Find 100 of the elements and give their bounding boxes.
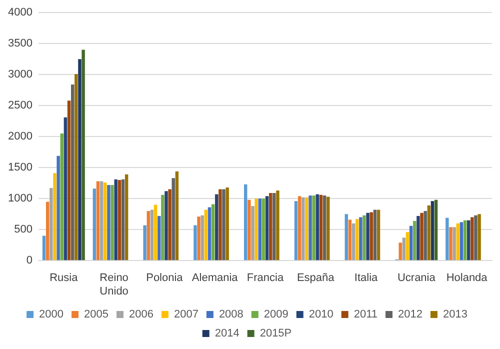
bar bbox=[226, 187, 229, 260]
legend-label: 2014 bbox=[214, 328, 240, 340]
bar bbox=[449, 227, 452, 260]
bar bbox=[258, 198, 262, 260]
bar bbox=[348, 220, 352, 260]
bar bbox=[200, 215, 204, 260]
bar bbox=[413, 220, 416, 260]
bar bbox=[248, 200, 251, 260]
legend-label: 2006 bbox=[128, 308, 154, 321]
bar bbox=[60, 134, 64, 260]
bar bbox=[67, 100, 71, 260]
bar bbox=[430, 201, 434, 260]
x-tick-label: Holanda bbox=[446, 272, 488, 284]
legend-label: 2013 bbox=[442, 308, 468, 321]
bar bbox=[452, 227, 456, 260]
bar bbox=[161, 194, 164, 260]
bar bbox=[262, 198, 266, 260]
bar bbox=[194, 225, 197, 260]
bar bbox=[74, 74, 78, 260]
bar bbox=[208, 207, 212, 260]
bar bbox=[326, 196, 330, 260]
bar bbox=[92, 188, 96, 260]
bar bbox=[204, 210, 208, 260]
bar bbox=[316, 194, 320, 260]
bar bbox=[298, 196, 302, 260]
x-tick-label: Francia bbox=[246, 272, 284, 284]
legend-label: 2012 bbox=[398, 308, 422, 321]
bar bbox=[100, 181, 104, 260]
bar bbox=[114, 179, 118, 260]
bar bbox=[420, 212, 424, 260]
bar bbox=[254, 198, 258, 260]
bar bbox=[46, 202, 50, 260]
bar bbox=[211, 204, 215, 260]
legend-label: 2000 bbox=[39, 308, 64, 321]
bar bbox=[302, 197, 305, 260]
y-tick-label: 500 bbox=[14, 224, 32, 236]
bar bbox=[376, 210, 380, 260]
bar bbox=[146, 211, 150, 260]
legend-label: 2007 bbox=[174, 308, 198, 321]
bar bbox=[143, 225, 146, 260]
bar bbox=[50, 188, 53, 260]
bar bbox=[154, 204, 158, 260]
bar bbox=[110, 184, 114, 260]
bar bbox=[197, 216, 200, 260]
bar bbox=[168, 189, 172, 260]
bar bbox=[107, 184, 110, 260]
bar bbox=[352, 223, 356, 260]
x-tick-label: Rusia bbox=[50, 272, 79, 284]
bar bbox=[124, 174, 128, 260]
bar bbox=[70, 84, 74, 260]
bar bbox=[96, 181, 100, 260]
bar bbox=[172, 178, 175, 260]
bar bbox=[474, 215, 478, 260]
y-tick-label: 2500 bbox=[8, 100, 32, 112]
bar bbox=[362, 215, 366, 260]
bar bbox=[53, 173, 56, 260]
bar bbox=[427, 205, 431, 260]
bar bbox=[344, 214, 348, 260]
y-tick-label: 1000 bbox=[8, 192, 32, 205]
bar bbox=[104, 182, 107, 260]
legend-label: 2005 bbox=[84, 308, 109, 321]
y-tick-label: 3500 bbox=[8, 38, 32, 50]
legend-label: 2010 bbox=[308, 308, 334, 321]
y-tick-label: 1500 bbox=[8, 162, 32, 174]
bar bbox=[272, 193, 276, 260]
bar bbox=[265, 196, 269, 260]
bar bbox=[359, 217, 362, 260]
x-tick-label: Italia bbox=[354, 272, 379, 284]
y-tick-label: 0 bbox=[26, 254, 32, 267]
bar bbox=[82, 50, 85, 260]
x-tick-label: Ucrania bbox=[397, 272, 436, 284]
bar bbox=[268, 193, 272, 260]
bar bbox=[305, 197, 308, 260]
bar bbox=[370, 212, 373, 260]
y-tick-label: 3000 bbox=[8, 68, 32, 81]
bar bbox=[78, 59, 82, 260]
bar bbox=[322, 196, 326, 260]
legend-label: 2015P bbox=[260, 328, 292, 340]
bar bbox=[416, 216, 420, 260]
bar bbox=[164, 191, 168, 260]
bar bbox=[308, 196, 312, 260]
legend-label: 2009 bbox=[264, 308, 288, 321]
x-tick-label: España bbox=[296, 272, 336, 284]
bar bbox=[406, 232, 410, 260]
x-tick-label: Reino Unido bbox=[100, 272, 128, 298]
y-tick-label: 2000 bbox=[8, 130, 32, 143]
x-tick-label: Polonia bbox=[146, 272, 184, 284]
bar bbox=[312, 196, 316, 260]
bar bbox=[121, 179, 125, 260]
bar bbox=[409, 226, 413, 260]
bar bbox=[64, 117, 68, 260]
bar bbox=[373, 210, 377, 260]
bar bbox=[222, 189, 226, 260]
bar bbox=[42, 236, 46, 260]
x-tick-label: Alemania bbox=[192, 272, 239, 284]
y-tick-label: 4000 bbox=[8, 6, 32, 19]
legend-label: 2011 bbox=[354, 308, 378, 321]
bar bbox=[294, 201, 298, 260]
bar bbox=[218, 189, 222, 260]
bar bbox=[446, 218, 449, 260]
